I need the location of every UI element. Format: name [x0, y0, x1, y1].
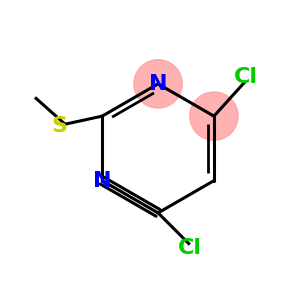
- Text: S: S: [51, 116, 67, 136]
- Text: Cl: Cl: [178, 238, 202, 258]
- Text: Cl: Cl: [234, 68, 258, 87]
- Circle shape: [190, 92, 238, 140]
- Circle shape: [134, 60, 182, 108]
- Text: N: N: [93, 171, 111, 190]
- Text: N: N: [149, 74, 167, 94]
